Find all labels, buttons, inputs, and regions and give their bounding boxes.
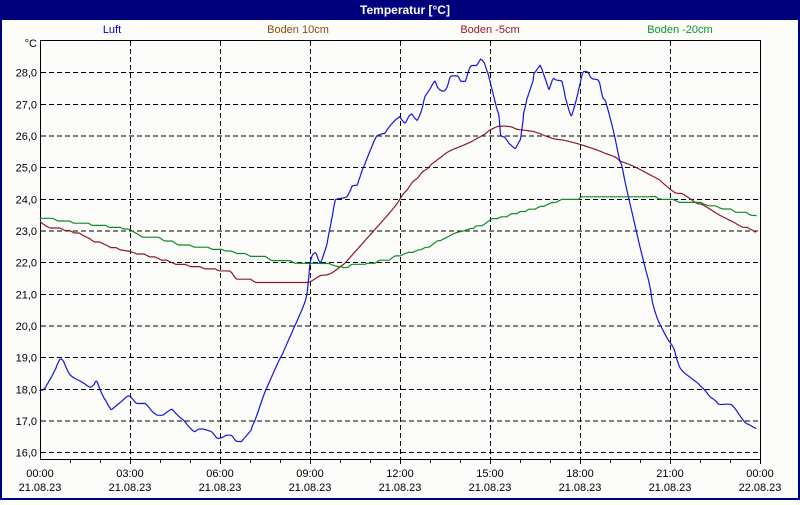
svg-text:21.08.23: 21.08.23 bbox=[199, 482, 242, 494]
svg-text:17,0: 17,0 bbox=[16, 416, 37, 428]
svg-text:24,0: 24,0 bbox=[16, 195, 37, 207]
svg-text:22.08.23: 22.08.23 bbox=[739, 482, 782, 494]
svg-text:Temperatur [°C]: Temperatur [°C] bbox=[360, 3, 450, 17]
svg-text:19,0: 19,0 bbox=[16, 353, 37, 365]
svg-text:21:00: 21:00 bbox=[656, 468, 684, 480]
svg-text:26,0: 26,0 bbox=[16, 131, 37, 143]
svg-text:21.08.23: 21.08.23 bbox=[649, 482, 692, 494]
svg-text:27,0: 27,0 bbox=[16, 100, 37, 112]
svg-text:21.08.23: 21.08.23 bbox=[379, 482, 422, 494]
svg-text:16,0: 16,0 bbox=[16, 448, 37, 460]
svg-text:°C: °C bbox=[25, 38, 37, 50]
svg-text:Boden -5cm: Boden -5cm bbox=[460, 24, 519, 36]
svg-text:23,0: 23,0 bbox=[16, 226, 37, 238]
svg-text:09:00: 09:00 bbox=[296, 468, 324, 480]
svg-text:21.08.23: 21.08.23 bbox=[109, 482, 152, 494]
svg-text:Boden 10cm: Boden 10cm bbox=[267, 24, 329, 36]
svg-text:06:00: 06:00 bbox=[206, 468, 234, 480]
svg-text:03:00: 03:00 bbox=[116, 468, 144, 480]
svg-text:25,0: 25,0 bbox=[16, 163, 37, 175]
svg-text:15:00: 15:00 bbox=[476, 468, 504, 480]
svg-text:21,0: 21,0 bbox=[16, 290, 37, 302]
svg-text:18:00: 18:00 bbox=[566, 468, 594, 480]
svg-text:18,0: 18,0 bbox=[16, 385, 37, 397]
svg-text:21.08.23: 21.08.23 bbox=[559, 482, 602, 494]
svg-text:Boden -20cm: Boden -20cm bbox=[647, 24, 712, 36]
svg-text:00:00: 00:00 bbox=[746, 468, 774, 480]
svg-text:Luft: Luft bbox=[103, 24, 121, 36]
svg-text:21.08.23: 21.08.23 bbox=[19, 482, 62, 494]
svg-text:20,0: 20,0 bbox=[16, 321, 37, 333]
svg-text:21.08.23: 21.08.23 bbox=[469, 482, 512, 494]
svg-text:00:00: 00:00 bbox=[26, 468, 54, 480]
svg-text:21.08.23: 21.08.23 bbox=[289, 482, 332, 494]
svg-text:28,0: 28,0 bbox=[16, 68, 37, 80]
svg-text:12:00: 12:00 bbox=[386, 468, 414, 480]
svg-text:22,0: 22,0 bbox=[16, 258, 37, 270]
